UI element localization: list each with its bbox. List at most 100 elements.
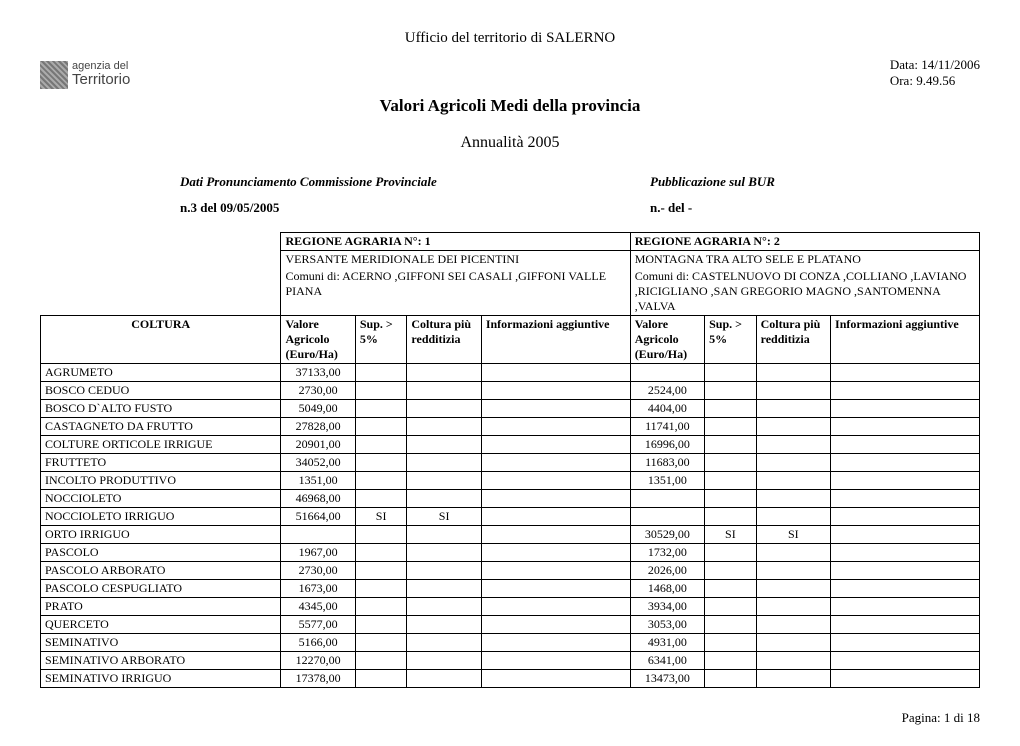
cell-v2: 1468,00 [630,580,704,598]
column-header-row: COLTURA Valore Agricolo (Euro/Ha) Sup. >… [41,316,980,364]
cell-i2 [831,382,980,400]
cell-c2 [756,508,830,526]
region-title-row: REGIONE AGRARIA N°: 1 REGIONE AGRARIA N°… [41,233,980,251]
cell-s1 [355,652,407,670]
cell-i2 [831,634,980,652]
cell-v2: 16996,00 [630,436,704,454]
cell-i2 [831,400,980,418]
cell-s2 [705,544,757,562]
cell-c1 [407,526,481,544]
table-row: PASCOLO CESPUGLIATO1673,001468,00 [41,580,980,598]
col-sup-1: Sup. > 5% [355,316,407,364]
cell-s2 [705,454,757,472]
cell-v1: 4345,00 [281,598,355,616]
cell-i1 [481,382,630,400]
cell-i2 [831,652,980,670]
cell-i2 [831,526,980,544]
cell-coltura: NOCCIOLETO IRRIGUO [41,508,281,526]
main-title: Valori Agricoli Medi della provincia [40,96,980,116]
cell-v1: 5166,00 [281,634,355,652]
col-info-2: Informazioni aggiuntive [831,316,980,364]
cell-v2: 3053,00 [630,616,704,634]
cell-v1 [281,526,355,544]
cell-s2 [705,472,757,490]
cell-i1 [481,580,630,598]
cell-c2 [756,400,830,418]
cell-coltura: BOSCO D`ALTO FUSTO [41,400,281,418]
cell-s2 [705,562,757,580]
col-colt-1: Coltura più redditizia [407,316,481,364]
cell-i2 [831,454,980,472]
table-row: BOSCO CEDUO2730,00 2524,00 [41,382,980,400]
cell-i2 [831,436,980,454]
cell-v1: 2730,00 [281,562,355,580]
data-table: REGIONE AGRARIA N°: 1 REGIONE AGRARIA N°… [40,232,980,688]
cell-i2 [831,418,980,436]
cell-c1 [407,616,481,634]
cell-v1: 46968,00 [281,490,355,508]
cell-v1: 27828,00 [281,418,355,436]
cell-c1 [407,364,481,382]
table-row: PASCOLO ARBORATO2730,002026,00 [41,562,980,580]
cell-v1: 37133,00 [281,364,355,382]
cell-v1: 17378,00 [281,670,355,688]
region2-comuni: Comuni di: CASTELNUOVO DI CONZA ,COLLIAN… [630,268,979,316]
cell-s1 [355,634,407,652]
cell-coltura: PRATO [41,598,281,616]
table-row: INCOLTO PRODUTTIVO1351,001351,00 [41,472,980,490]
cell-i2 [831,544,980,562]
cell-c1 [407,418,481,436]
date-label: Data: 14/11/2006 [890,57,980,73]
page-footer: Pagina: 1 di 18 [40,710,980,726]
cell-v2: 1351,00 [630,472,704,490]
cell-s1 [355,526,407,544]
col-valore-1: Valore Agricolo (Euro/Ha) [281,316,355,364]
logo-line2: Territorio [72,72,130,89]
cell-i1 [481,544,630,562]
cell-s2: SI [705,526,757,544]
cell-v2: 6341,00 [630,652,704,670]
cell-s2 [705,616,757,634]
cell-v2: 1732,00 [630,544,704,562]
table-row: FRUTTETO34052,0011683,00 [41,454,980,472]
cell-i2 [831,562,980,580]
cell-v1: 5049,00 [281,400,355,418]
cell-i1 [481,652,630,670]
cell-i1 [481,454,630,472]
cell-c2 [756,418,830,436]
cell-c2 [756,436,830,454]
cell-coltura: INCOLTO PRODUTTIVO [41,472,281,490]
cell-coltura: PASCOLO CESPUGLIATO [41,580,281,598]
cell-v2: 2524,00 [630,382,704,400]
cell-i1 [481,670,630,688]
cell-coltura: PASCOLO ARBORATO [41,562,281,580]
cell-s1 [355,544,407,562]
cell-s1 [355,454,407,472]
cell-i2 [831,364,980,382]
cell-c2 [756,652,830,670]
cell-i2 [831,490,980,508]
cell-s2 [705,508,757,526]
cell-v1: 1967,00 [281,544,355,562]
cell-coltura: SEMINATIVO [41,634,281,652]
cell-v2: 3934,00 [630,598,704,616]
cell-c1 [407,454,481,472]
cell-v1: 2730,00 [281,382,355,400]
logo-icon [40,61,68,89]
cell-coltura: BOSCO CEDUO [41,382,281,400]
cell-c2 [756,616,830,634]
table-row: SEMINATIVO IRRIGUO17378,0013473,00 [41,670,980,688]
cell-v2: 13473,00 [630,670,704,688]
table-row: CASTAGNETO DA FRUTTO27828,0011741,00 [41,418,980,436]
cell-s2 [705,652,757,670]
publication-value: n.- del - [650,200,980,216]
cell-s2 [705,634,757,652]
cell-c1: SI [407,508,481,526]
cell-c1 [407,544,481,562]
cell-v1: 20901,00 [281,436,355,454]
cell-s2 [705,670,757,688]
table-row: PRATO4345,00 3934,00 [41,598,980,616]
cell-c2 [756,472,830,490]
cell-i1 [481,436,630,454]
cell-i1 [481,616,630,634]
